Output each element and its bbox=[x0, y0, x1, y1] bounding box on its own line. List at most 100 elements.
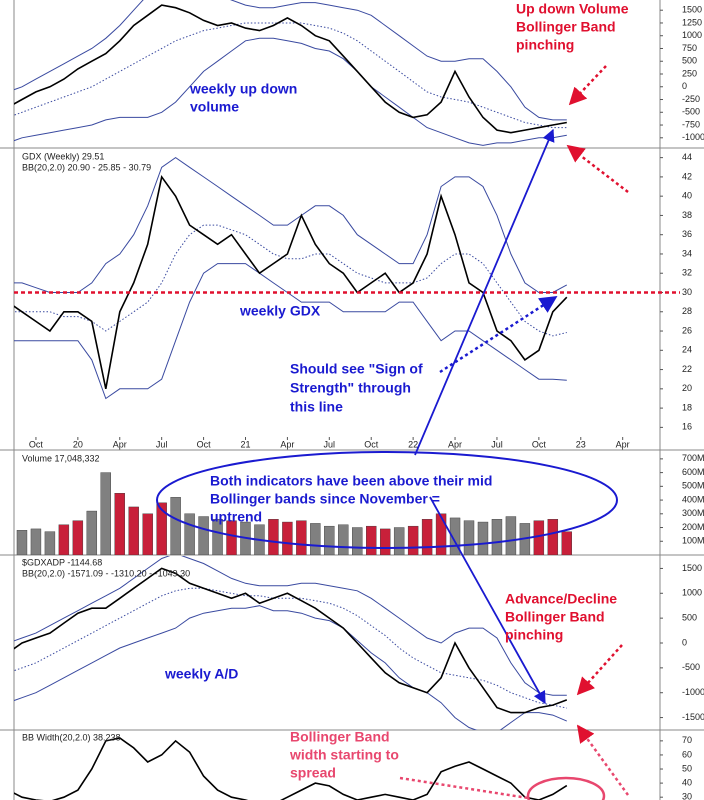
annotation-shape bbox=[576, 724, 630, 796]
series-line bbox=[14, 156, 568, 293]
volume-bar bbox=[100, 472, 111, 555]
volume-bar bbox=[282, 521, 293, 555]
volume-bar bbox=[505, 516, 517, 555]
x-tick-label: Jul bbox=[156, 439, 168, 449]
plot-area bbox=[16, 472, 572, 555]
series-line bbox=[14, 587, 567, 709]
annotation: volume bbox=[190, 99, 239, 115]
y-tick-label: -250 bbox=[682, 94, 700, 104]
y-tick-label: 38 bbox=[682, 210, 692, 220]
volume-bar bbox=[58, 524, 70, 555]
series-line bbox=[14, 0, 567, 121]
y-tick-label: 400M bbox=[682, 494, 704, 504]
y-tick-label: -750 bbox=[682, 119, 700, 129]
x-tick-label: 23 bbox=[576, 439, 586, 449]
y-tick-label: 1250 bbox=[682, 17, 702, 27]
y-tick-label: 500M bbox=[682, 481, 704, 491]
y-tick-label: 250 bbox=[682, 68, 697, 78]
y-tick-label: 100M bbox=[682, 536, 704, 546]
panel-title: BB Width(20,2.0) 38.238 bbox=[22, 732, 121, 742]
panel-subtitle: BB(20,2.0) 20.90 - 25.85 - 30.79 bbox=[22, 162, 151, 172]
annotation: Strength" through bbox=[290, 380, 411, 396]
y-tick-label: 34 bbox=[682, 248, 692, 258]
series-line bbox=[14, 4, 567, 134]
y-tick-label: 1500 bbox=[682, 563, 702, 573]
volume-bar bbox=[44, 531, 56, 555]
plot-area bbox=[14, 737, 568, 800]
x-tick-label: Apr bbox=[113, 439, 127, 449]
y-tick-label: 500 bbox=[682, 56, 697, 66]
y-tick-label: 600M bbox=[682, 467, 704, 477]
y-tick-label: 16 bbox=[682, 422, 692, 432]
y-tick-label: 18 bbox=[682, 402, 692, 412]
volume-bar bbox=[114, 493, 125, 555]
annotation: this line bbox=[290, 399, 343, 415]
panel-subtitle: BB(20,2.0) -1571.09 - -1310.20 - -1049.3… bbox=[22, 568, 190, 578]
volume-bar bbox=[310, 523, 321, 555]
y-tick-label: -500 bbox=[682, 107, 700, 117]
volume-bar bbox=[338, 524, 349, 555]
y-tick-label: 70 bbox=[682, 735, 692, 745]
volume-bar bbox=[421, 519, 433, 555]
volume-bar bbox=[72, 520, 84, 555]
annotation: pinching bbox=[516, 37, 574, 53]
y-tick-label: 50 bbox=[682, 763, 692, 773]
y-tick-label: 30 bbox=[682, 287, 692, 297]
y-tick-label: 40 bbox=[682, 777, 692, 787]
volume-bar bbox=[16, 530, 28, 555]
panel-title: GDX (Weekly) 29.51 bbox=[22, 151, 104, 161]
y-tick-label: 700M bbox=[682, 453, 704, 463]
volume-bar bbox=[533, 520, 545, 555]
volume-bar bbox=[226, 520, 237, 555]
y-tick-label: 24 bbox=[682, 345, 692, 355]
y-tick-label: 750 bbox=[682, 43, 697, 53]
y-tick-label: -1000 bbox=[682, 687, 704, 697]
y-tick-label: 20 bbox=[682, 383, 692, 393]
y-tick-label: 40 bbox=[682, 191, 692, 201]
x-tick-label: Oct bbox=[364, 439, 379, 449]
panel-title: $GDXADP -1144.68 bbox=[22, 557, 102, 567]
x-tick-label: Apr bbox=[616, 439, 630, 449]
volume-bar bbox=[407, 525, 419, 555]
volume-bar bbox=[128, 506, 139, 555]
annotation-shape bbox=[576, 644, 623, 696]
y-tick-label: 200M bbox=[682, 522, 704, 532]
volume-bar bbox=[449, 517, 461, 555]
y-tick-label: 22 bbox=[682, 364, 692, 374]
y-tick-label: 1500 bbox=[682, 5, 702, 15]
volume-bar bbox=[156, 502, 167, 555]
y-tick-label: 36 bbox=[682, 229, 692, 239]
volume-bar bbox=[379, 528, 391, 555]
annotation-shape bbox=[414, 128, 555, 456]
y-tick-label: 1000 bbox=[682, 588, 702, 598]
x-tick-label: 22 bbox=[408, 439, 418, 449]
volume-bar bbox=[184, 513, 195, 555]
plot-area bbox=[14, 0, 567, 146]
annotation: spread bbox=[290, 765, 336, 781]
y-tick-label: 42 bbox=[682, 171, 692, 181]
x-tick-label: Jul bbox=[491, 439, 503, 449]
plot-area bbox=[14, 556, 568, 730]
x-tick-label: Apr bbox=[448, 439, 462, 449]
x-tick-label: 20 bbox=[73, 439, 83, 449]
volume-bar bbox=[547, 519, 559, 555]
volume-bar bbox=[352, 527, 363, 555]
y-tick-label: 26 bbox=[682, 325, 692, 335]
series-line bbox=[14, 174, 568, 389]
annotation: Bollinger Band bbox=[516, 19, 616, 35]
series-line bbox=[14, 556, 567, 696]
annotation: Advance/Decline bbox=[505, 591, 617, 607]
annotation-shape bbox=[566, 144, 629, 193]
annotation: Bollinger Band bbox=[290, 729, 390, 745]
annotation: Up down Volume bbox=[516, 1, 629, 17]
annotation: weekly A/D bbox=[164, 666, 238, 682]
x-tick-label: Oct bbox=[197, 439, 212, 449]
volume-bar bbox=[198, 516, 209, 555]
volume-bar bbox=[142, 513, 153, 555]
y-tick-label: -1500 bbox=[682, 712, 704, 722]
volume-bar bbox=[324, 525, 335, 555]
volume-bar bbox=[491, 519, 503, 555]
volume-bar bbox=[366, 525, 377, 555]
